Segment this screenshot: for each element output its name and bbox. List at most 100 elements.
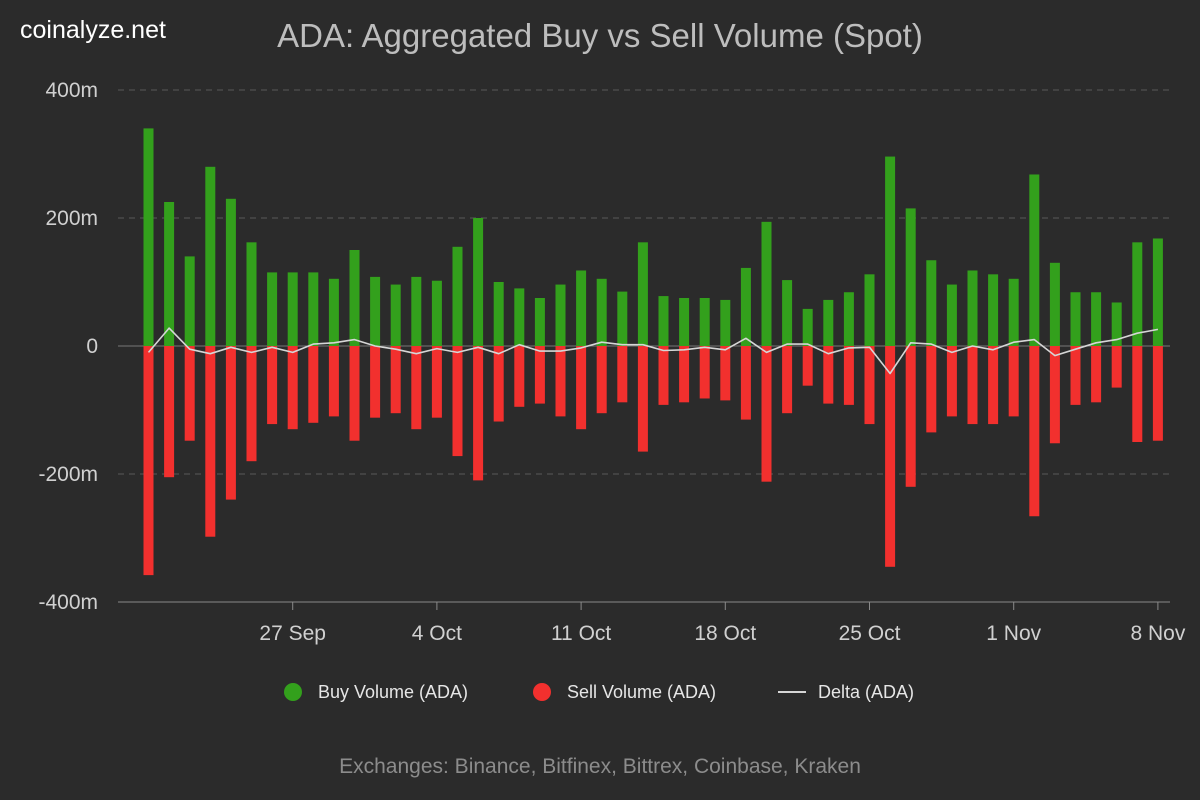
buy-volume-bar xyxy=(473,218,484,346)
x-axis: 27 Sep 4 Oct 11 Oct 18 Oct 25 Oct 1 Nov 8 Nov xyxy=(118,601,1186,645)
sell-volume-bar xyxy=(328,346,339,417)
buy-volume-bar xyxy=(637,242,648,346)
buy-volume-bar xyxy=(143,128,154,346)
sell-volume-bar xyxy=(761,346,772,482)
buy-volume-bar xyxy=(740,267,751,346)
buy-volume-bar xyxy=(1152,238,1163,346)
legend-sell-label: Sell Volume (ADA) xyxy=(567,682,716,702)
y-tick-label: 400m xyxy=(45,79,98,102)
x-tick-label: 18 Oct xyxy=(694,622,756,645)
sell-volume-bar xyxy=(1029,346,1040,517)
buy-volume-bar xyxy=(411,276,422,346)
sell-volume-bar xyxy=(843,346,854,405)
buy-volume-bar xyxy=(658,296,669,346)
buy-volume-bar xyxy=(1070,292,1081,346)
delta-line-layer xyxy=(147,327,1159,375)
buy-volume-bar xyxy=(390,284,401,346)
x-tick-label: 1 Nov xyxy=(986,622,1041,645)
sell-volume-bar xyxy=(1091,346,1102,403)
legend-sell-marker xyxy=(533,683,551,701)
buy-volume-bar xyxy=(761,221,772,346)
sell-volume-bar xyxy=(452,346,463,457)
sell-volume-bar xyxy=(988,346,999,425)
buy-volume-bar xyxy=(885,156,896,346)
sell-volume-bar xyxy=(576,346,587,430)
sell-volume-bar xyxy=(926,346,937,433)
buy-volume-bar xyxy=(843,292,854,346)
buy-volume-bar xyxy=(246,242,257,346)
sell-volume-bar xyxy=(143,346,154,576)
sell-volume-bar xyxy=(308,346,319,423)
x-tick-label: 4 Oct xyxy=(412,622,462,645)
x-tick-label: 8 Nov xyxy=(1130,622,1185,645)
buy-volume-bar xyxy=(823,299,834,346)
sell-volume-bar xyxy=(205,346,216,537)
exchanges-footer: Exchanges: Binance, Bitfinex, Bittrex, C… xyxy=(339,755,861,778)
delta-line xyxy=(147,327,1159,375)
y-tick-label: -400m xyxy=(38,591,98,614)
sell-volume-bar xyxy=(390,346,401,414)
buy-volume-bar xyxy=(493,282,504,346)
buy-volume-bar xyxy=(1008,278,1019,346)
buy-volume-bar xyxy=(431,280,442,346)
buy-volume-bar xyxy=(596,278,607,346)
buy-volume-bar xyxy=(1029,174,1040,346)
sell-volume-bar xyxy=(720,346,731,401)
buy-volume-bar xyxy=(267,272,278,346)
buy-volume-bar xyxy=(679,298,690,346)
sell-volume-bar xyxy=(823,346,834,404)
legend-delta-label: Delta (ADA) xyxy=(818,682,914,702)
buy-volume-bar xyxy=(287,272,298,346)
bars xyxy=(143,128,1163,576)
buy-volume-bar xyxy=(514,288,525,346)
sell-volume-bar xyxy=(349,346,360,441)
x-tick-label: 25 Oct xyxy=(839,622,901,645)
buy-volume-bar xyxy=(370,276,381,346)
buy-volume-bar xyxy=(699,298,710,346)
y-tick-label: 200m xyxy=(45,207,98,230)
buy-volume-bar xyxy=(617,291,628,346)
sell-volume-bar xyxy=(699,346,710,399)
buy-volume-bar xyxy=(164,202,175,346)
buy-volume-bar xyxy=(1132,242,1143,346)
buy-volume-bar xyxy=(905,208,916,346)
sell-volume-bar xyxy=(473,346,484,481)
sell-volume-bar xyxy=(617,346,628,403)
sell-volume-bar xyxy=(1132,346,1143,442)
x-tick-label: 11 Oct xyxy=(551,622,611,645)
legend: Buy Volume (ADA) Sell Volume (ADA) Delta (… xyxy=(284,682,914,702)
x-tick-label: 27 Sep xyxy=(259,622,326,645)
sell-volume-bar xyxy=(1049,346,1060,444)
buy-volume-bar xyxy=(184,256,195,346)
buy-volume-bar xyxy=(576,270,587,346)
y-tick-label: -200m xyxy=(38,463,98,486)
sell-volume-bar xyxy=(534,346,545,404)
buy-volume-bar xyxy=(308,272,319,346)
buy-volume-bar xyxy=(864,274,875,346)
sell-volume-bar xyxy=(246,346,257,462)
legend-buy-marker xyxy=(284,683,302,701)
buy-volume-bar xyxy=(328,278,339,346)
y-tick-label: 0 xyxy=(86,335,98,358)
sell-volume-bar xyxy=(967,346,978,425)
buy-volume-bar xyxy=(555,284,566,346)
buy-volume-bar xyxy=(802,308,813,346)
buy-volume-bar xyxy=(534,298,545,346)
sell-volume-bar xyxy=(658,346,669,405)
buy-volume-bar xyxy=(205,166,216,346)
buy-volume-bar xyxy=(349,250,360,346)
buy-volume-bar xyxy=(720,299,731,346)
sell-volume-bar xyxy=(864,346,875,425)
y-axis-ticks: 400m 200m 0 -200m -400m xyxy=(38,79,98,614)
sell-volume-bar xyxy=(1070,346,1081,405)
brand-logo-text: coinalyze.net xyxy=(20,16,166,44)
buy-volume-bar xyxy=(225,198,236,346)
buy-volume-bar xyxy=(1049,262,1060,346)
sell-volume-bar xyxy=(1111,346,1122,388)
sell-volume-bar xyxy=(287,346,298,430)
sell-volume-bar xyxy=(493,346,504,422)
buy-volume-bar xyxy=(782,280,793,346)
chart-title: ADA: Aggregated Buy vs Sell Volume (Spot… xyxy=(277,17,923,54)
